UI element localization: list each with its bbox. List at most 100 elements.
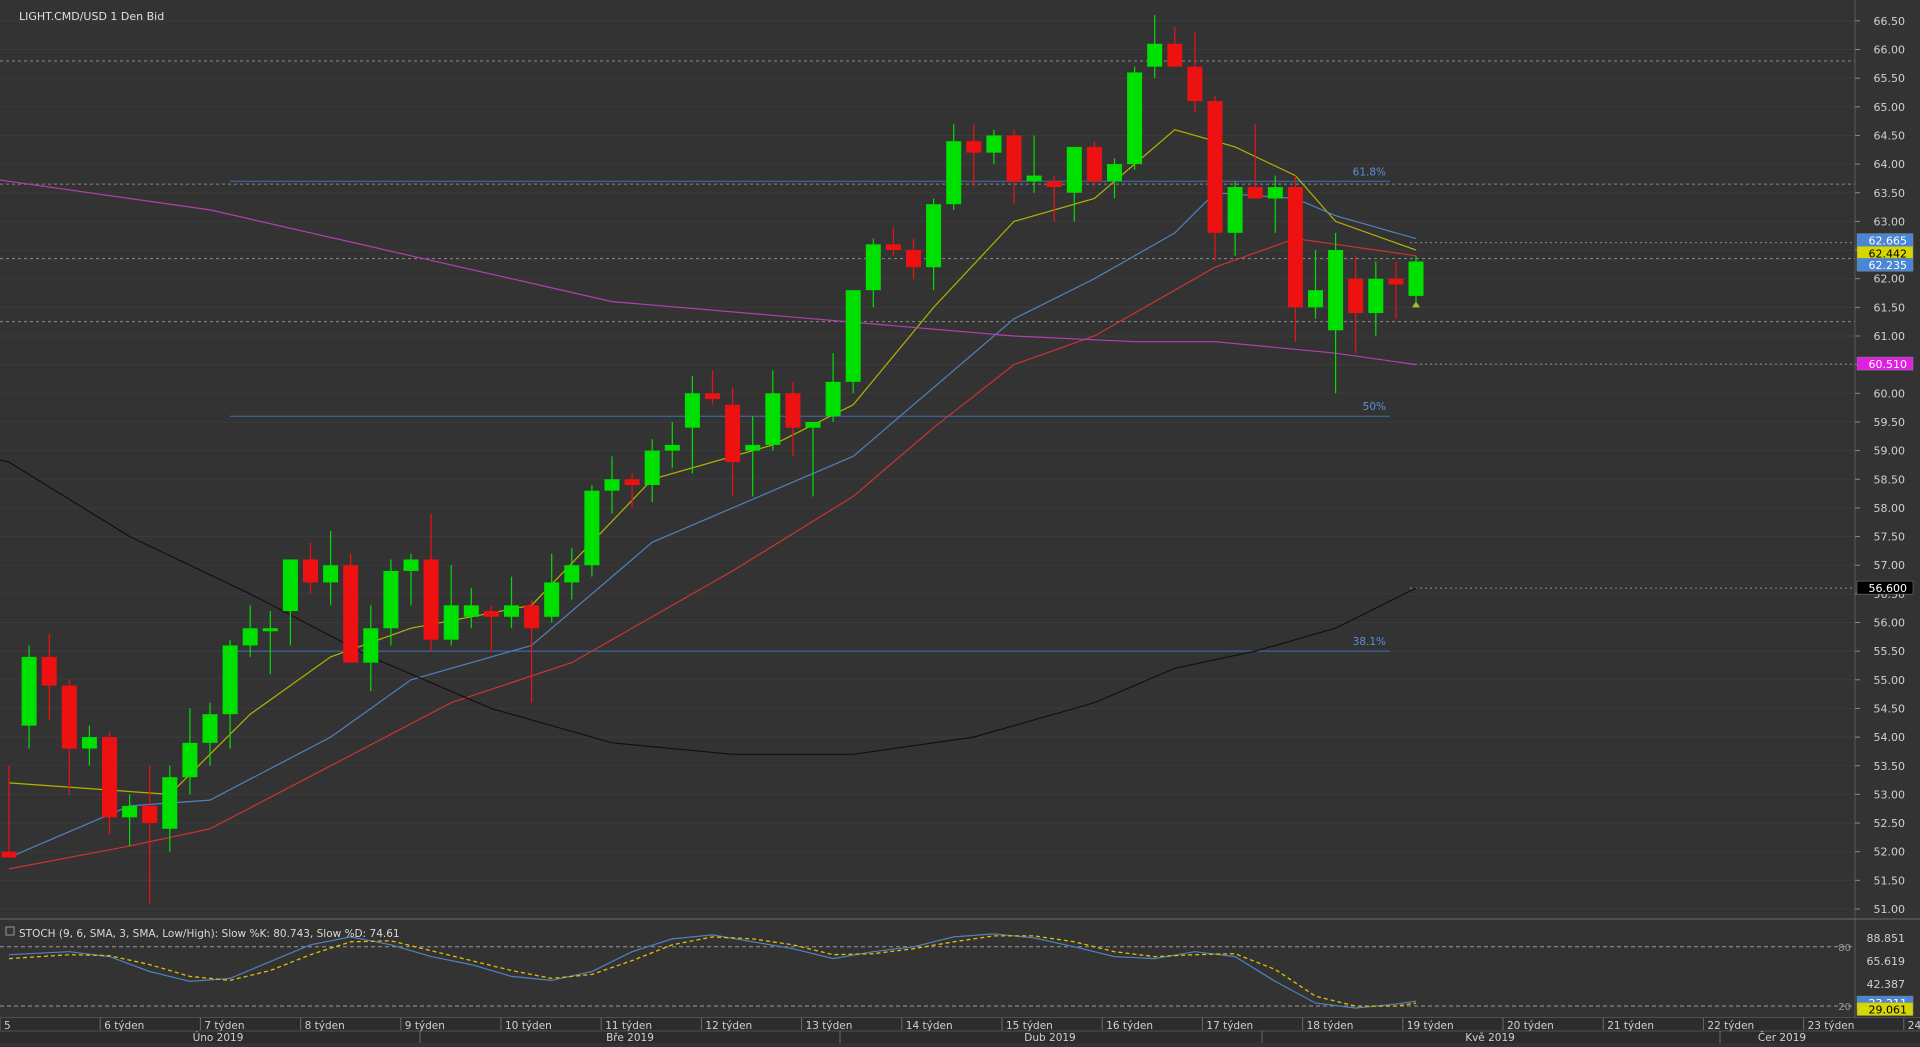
price-tick-label: 64.50 xyxy=(1874,129,1906,142)
candle-body xyxy=(785,393,801,428)
candle-body xyxy=(966,141,982,153)
candle-body xyxy=(1,851,17,858)
price-tick-label: 55.50 xyxy=(1874,645,1906,658)
stochastic-tick-label: 65.619 xyxy=(1867,955,1906,968)
week-label: 18 týden xyxy=(1307,1020,1354,1032)
stochastic-tag-label: 29.061 xyxy=(1869,1004,1908,1017)
candle-body xyxy=(61,685,77,749)
price-tag-box xyxy=(1856,580,1914,595)
fibonacci-label: 38.1% xyxy=(1353,636,1386,648)
candle-body xyxy=(202,714,218,743)
stochastic-close-icon[interactable] xyxy=(5,926,15,936)
week-label: 13 týden xyxy=(806,1020,853,1032)
week-label: 12 týden xyxy=(705,1020,752,1032)
price-tag-box xyxy=(1856,356,1914,371)
candle-body xyxy=(584,490,600,566)
price-tick-label: 54.50 xyxy=(1874,702,1906,715)
candle-body xyxy=(1408,261,1424,296)
week-label: 9 týden xyxy=(405,1020,445,1032)
candle-body xyxy=(383,570,399,629)
price-tick-label: 59.50 xyxy=(1874,416,1906,429)
candle-body xyxy=(644,450,660,485)
candle-body xyxy=(825,381,841,417)
candle-body xyxy=(684,393,700,428)
week-label: 19 týden xyxy=(1407,1020,1454,1032)
week-label: 6 týden xyxy=(104,1020,144,1032)
candle-body xyxy=(1348,278,1364,314)
candle-body xyxy=(122,805,138,818)
month-label: Kvě 2019 xyxy=(1465,1032,1515,1043)
stochastic-tick-label: 88.851 xyxy=(1867,932,1906,945)
price-tick-label: 65.50 xyxy=(1874,72,1906,85)
candle-body xyxy=(664,444,680,451)
week-label: 23 týden xyxy=(1808,1020,1855,1032)
candle-body xyxy=(1046,181,1062,188)
candle-body xyxy=(865,244,881,291)
candle-body xyxy=(323,565,339,583)
price-tick-label: 55.00 xyxy=(1874,674,1906,687)
candle-body xyxy=(1227,187,1243,233)
candle-body xyxy=(242,628,258,646)
candle-body xyxy=(1066,146,1082,193)
price-tick-label: 61.50 xyxy=(1874,301,1906,314)
price-tick-label: 60.00 xyxy=(1874,387,1906,400)
price-tag-label: 62.665 xyxy=(1869,235,1908,248)
candle-body xyxy=(1247,187,1263,199)
week-label: 21 týden xyxy=(1607,1020,1654,1032)
price-tick-label: 56.00 xyxy=(1874,617,1906,630)
price-tick-label: 62.00 xyxy=(1874,273,1906,286)
candle-body xyxy=(1308,290,1323,308)
stochastic-label: STOCH (9, 6, SMA, 3, SMA, Low/High): Slo… xyxy=(19,928,400,940)
candle-body xyxy=(845,290,861,382)
price-tick-label: 59.00 xyxy=(1874,445,1906,458)
candle-body xyxy=(1167,43,1183,67)
candle-body xyxy=(1267,187,1283,199)
candle-body xyxy=(463,605,479,617)
price-tick-label: 53.00 xyxy=(1874,788,1906,801)
candle-body xyxy=(544,582,560,617)
candle-body xyxy=(102,737,117,818)
price-tick-label: 51.00 xyxy=(1874,903,1906,916)
price-tick-label: 63.00 xyxy=(1874,215,1906,228)
price-tick-label: 52.00 xyxy=(1874,846,1906,859)
moving-average-line xyxy=(0,459,1417,755)
price-tick-label: 63.50 xyxy=(1874,187,1906,200)
moving-average-line xyxy=(0,179,1417,366)
candle-body xyxy=(624,479,640,485)
week-label: 7 týden xyxy=(204,1020,244,1032)
price-tick-label: 58.00 xyxy=(1874,502,1906,515)
price-tag-label: 62.442 xyxy=(1869,247,1908,260)
candle-body xyxy=(745,444,761,451)
price-tag-label: 62.235 xyxy=(1869,259,1908,272)
month-label: Úno 2019 xyxy=(193,1031,244,1043)
candle-body xyxy=(1328,250,1344,331)
month-label: Dub 2019 xyxy=(1024,1032,1075,1043)
candle-body xyxy=(363,628,379,663)
candle-body xyxy=(504,605,519,617)
price-tick-label: 57.50 xyxy=(1874,531,1906,544)
candle-body xyxy=(1006,135,1022,182)
moving-average-line xyxy=(8,237,1417,870)
candle-body xyxy=(1026,175,1042,182)
candle-body xyxy=(986,135,1002,153)
chart-title: LIGHT.CMD/USD 1 Den Bid xyxy=(19,10,164,23)
candle-body xyxy=(423,559,439,640)
stochastic-d-line xyxy=(8,935,1417,1007)
candle-body xyxy=(403,559,419,571)
price-tick-label: 61.00 xyxy=(1874,330,1906,343)
week-label: 8 týden xyxy=(305,1020,345,1032)
week-label: 11 týden xyxy=(605,1020,652,1032)
week-label: 24 xyxy=(1908,1020,1920,1032)
price-tick-label: 52.50 xyxy=(1874,817,1906,830)
week-label: 17 týden xyxy=(1206,1020,1253,1032)
candle-body xyxy=(222,645,238,715)
candle-body xyxy=(1187,66,1203,102)
price-tag-box xyxy=(1856,257,1914,272)
candle-body xyxy=(1287,187,1303,308)
candle-body xyxy=(725,404,741,463)
price-tick-label: 54.00 xyxy=(1874,731,1906,744)
candle-body xyxy=(162,777,178,829)
candle-body xyxy=(182,742,198,778)
